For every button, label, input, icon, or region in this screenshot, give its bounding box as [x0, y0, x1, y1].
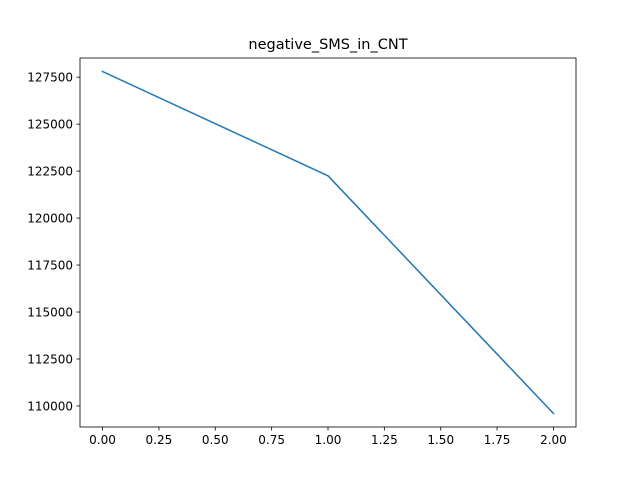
- x-tick-label: 1.25: [371, 433, 398, 447]
- y-tick-label: 122500: [27, 164, 73, 178]
- series-line-0: [101, 70, 555, 415]
- x-tick-label: 2.00: [540, 433, 567, 447]
- y-tick-label: 110000: [27, 399, 73, 413]
- chart-title: negative_SMS_in_CNT: [248, 37, 407, 53]
- x-tick-label: 1.75: [484, 433, 511, 447]
- x-tick-label: 1.50: [427, 433, 454, 447]
- x-tick-label: 0.25: [146, 433, 173, 447]
- y-tick-label: 120000: [27, 211, 73, 225]
- x-tick-label: 0.50: [202, 433, 229, 447]
- x-tick-label: 1.00: [315, 433, 342, 447]
- y-tick-label: 125000: [27, 117, 73, 131]
- y-tick-label: 115000: [27, 305, 73, 319]
- y-tick-label: 112500: [27, 352, 73, 366]
- y-tick-label: 117500: [27, 258, 73, 272]
- plot-area: 0.00 0.25 0.50 0.75 1.00 1.25 1.50 1.75 2.00 1100…: [27, 57, 577, 447]
- x-tick-label: 0.75: [258, 433, 285, 447]
- y-tick-label: 127500: [27, 70, 73, 84]
- x-tick-label: 0.00: [89, 433, 116, 447]
